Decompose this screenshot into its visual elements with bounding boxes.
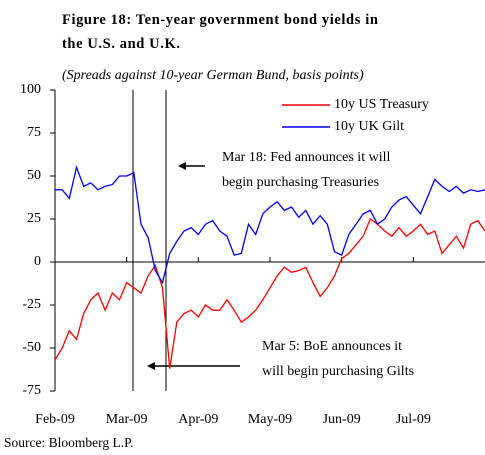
x-tick-label: Jun-09 (323, 412, 361, 427)
series-line (55, 165, 485, 285)
chart-title: the U.S. and U.K. (62, 36, 181, 52)
source: Source: Bloomberg L.P. (4, 435, 134, 450)
series-line (54, 217, 485, 369)
x-tick-label: Feb-09 (35, 412, 75, 427)
x-tick-label: May-09 (248, 412, 292, 427)
y-tick-label: -25 (22, 297, 41, 312)
y-tick-label: 100 (20, 82, 41, 97)
annotation: begin purchasing Treasuries (222, 175, 379, 190)
y-tick-label: 50 (27, 168, 41, 183)
annotation: Mar 5: BoE announces it (262, 339, 402, 354)
x-tick-label: Mar-09 (106, 412, 148, 427)
y-tick-label: 75 (27, 125, 41, 140)
legend-label: 10y UK Gilt (334, 119, 404, 134)
y-tick-label: 25 (27, 211, 41, 226)
annotation: will begin purchasing Gilts (262, 364, 414, 379)
legend-label: 10y US Treasury (334, 97, 429, 112)
y-tick-label: 0 (34, 254, 41, 269)
y-tick-label: -50 (22, 340, 41, 355)
chart-title: Figure 18: Ten-year government bond yiel… (62, 12, 378, 28)
annotation: Mar 18: Fed announces it will (222, 150, 390, 165)
y-tick-label: -75 (22, 383, 41, 398)
arrow-head (147, 362, 155, 370)
chart-subtitle: (Spreads against 10-year German Bund, ba… (62, 68, 364, 83)
x-tick-label: Jul-09 (396, 412, 431, 427)
x-tick-label: Apr-09 (178, 412, 218, 427)
arrow-head (178, 162, 186, 170)
